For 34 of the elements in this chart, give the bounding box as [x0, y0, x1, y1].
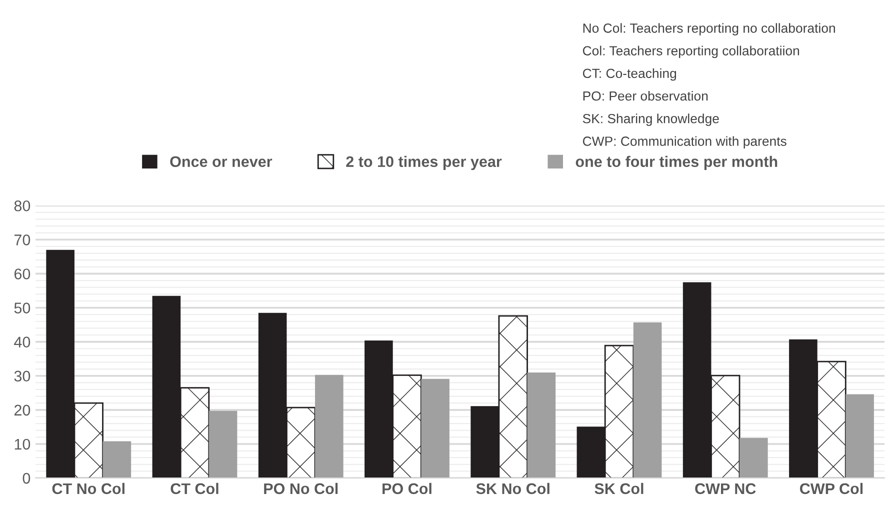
bar	[846, 394, 874, 478]
y-tick-label: 10	[14, 438, 30, 450]
bar	[421, 378, 450, 478]
legend-label: Once or never	[170, 156, 272, 168]
x-tick-label: SK Col	[594, 482, 644, 494]
x-tick-label: SK No Col	[476, 482, 550, 494]
bar	[315, 374, 344, 478]
text: PO: Peer observation	[583, 90, 708, 101]
text: CT: Co-teaching	[582, 68, 676, 81]
text: SK: Sharing knowledge	[582, 114, 719, 126]
x-tick-label: PO No Col	[264, 482, 338, 494]
text: CWP: Communication with parents	[582, 136, 786, 149]
text: No Col: Teachers reporting no collaboration	[583, 23, 835, 36]
x-tick-label: CWP Col	[800, 482, 863, 494]
y-tick-label: 50	[14, 302, 30, 314]
y-tick-label: 40	[14, 336, 30, 348]
y-tick-label: 0	[22, 472, 30, 484]
text: Col: Teachers reporting collaboratiion	[582, 46, 800, 58]
bar	[633, 322, 662, 478]
bar	[208, 410, 238, 478]
y-tick-label: 60	[14, 268, 30, 280]
y-tick-label: 30	[14, 370, 30, 382]
y-tick-label: 80	[14, 200, 30, 212]
bar	[102, 441, 132, 478]
legend-label: 2 to 10 times per year	[346, 156, 502, 170]
y-tick-label: 20	[14, 404, 30, 416]
legend-label: one to four times per month	[576, 156, 778, 170]
x-tick-label: CWP NC	[695, 483, 756, 494]
x-tick-label: PO Col	[382, 482, 432, 494]
bar	[527, 372, 556, 478]
x-tick-label: CT Col	[170, 482, 218, 494]
y-tick-label: 70	[14, 234, 30, 246]
x-tick-label: CT No Col	[52, 482, 124, 494]
bar	[740, 438, 768, 478]
